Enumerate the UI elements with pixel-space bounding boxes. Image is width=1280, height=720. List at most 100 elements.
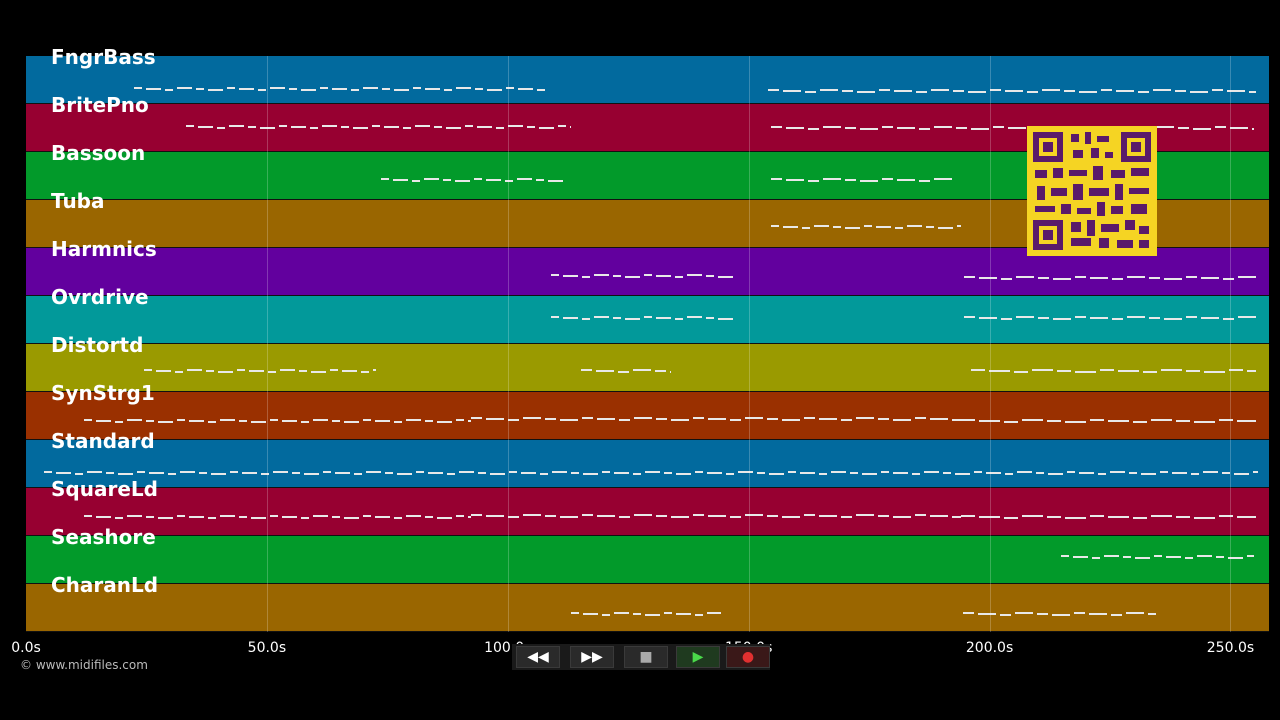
copyright-text: © www.midifiles.com [20,658,148,672]
play-button[interactable]: ▶ [676,646,720,668]
midi-note [1126,612,1144,614]
midi-note [518,88,533,90]
midi-note [1237,516,1256,518]
midi-note [633,613,641,615]
midi-note [208,517,216,519]
midi-note [597,515,615,517]
midi-note [1185,557,1193,559]
midi-note [341,126,349,128]
midi-note [134,87,142,89]
midi-note [990,89,1001,91]
midi-note [767,515,778,517]
record-button[interactable]: ● [726,646,770,668]
midi-note [552,471,567,473]
midi-note [1065,421,1086,423]
midi-note [1148,613,1156,615]
midi-note [382,88,390,90]
midi-note [619,419,630,421]
midi-note [437,517,452,519]
midi-note [671,516,689,518]
midi-note [456,515,464,517]
midi-note [354,473,362,475]
midi-note [919,180,930,182]
midi-note [406,419,421,421]
midi-note [75,473,83,475]
midi-note [823,178,841,180]
midi-note [465,125,473,127]
midi-note [477,126,492,128]
midi-note [571,472,579,474]
midi-note [614,612,629,614]
midi-note [156,370,171,372]
midi-note [313,515,328,517]
midi-note [1133,421,1147,423]
midi-note [1047,420,1061,422]
midi-note [486,179,501,181]
midi-note [415,125,430,127]
track-row-squareld: SquareLd [26,477,1269,536]
midi-note [434,126,442,128]
midi-note [594,274,609,276]
midi-note [289,88,297,90]
midi-note [862,473,877,475]
midi-note [1230,127,1248,129]
midi-note [964,316,975,318]
midi-note [856,417,874,419]
midi-note [1004,421,1018,423]
midi-note [381,178,389,180]
midi-note [260,127,275,129]
midi-note [1249,91,1256,93]
midi-note [199,472,207,474]
midi-note [220,419,235,421]
midi-note [802,227,810,229]
stop-button[interactable]: ■ [624,646,668,668]
midi-note [478,472,486,474]
midi-note [1064,90,1075,92]
midi-note [919,128,930,130]
midi-note [893,516,911,518]
midi-note [413,87,421,89]
midi-note [211,473,226,475]
stop-icon: ■ [639,649,653,665]
midi-note [1017,471,1032,473]
midi-note [915,417,926,419]
midi-note [1112,318,1123,320]
midi-note [320,87,328,89]
midi-note [474,178,482,180]
midi-note [372,125,380,127]
midi-note [675,276,683,278]
midi-note [782,516,800,518]
fast-forward-button[interactable]: ▶▶ [570,646,614,668]
midi-note [523,514,541,516]
midi-note [1166,556,1181,558]
midi-note [769,473,784,475]
track-row-synstrg1: SynStrg1 [26,381,1269,440]
midi-note [206,370,214,372]
midi-note [613,317,621,319]
midi-note [1197,555,1212,557]
midi-note [1229,369,1243,371]
rewind-button[interactable]: ◀◀ [516,646,560,668]
midi-note [1016,316,1034,318]
midi-note [560,419,578,421]
midi-note [613,275,621,277]
track-label: Tuba [51,189,105,213]
midi-note [786,179,804,181]
midi-note [1000,614,1011,616]
midi-note [1001,278,1012,280]
midi-note [323,471,331,473]
track-label: Standard [51,429,155,453]
midi-note [625,276,640,278]
midi-note [968,91,986,93]
midi-note [560,516,578,518]
midi-note [989,370,1010,372]
midi-note [664,472,672,474]
midi-note [819,473,827,475]
midi-note [301,89,316,91]
midi-note [425,88,440,90]
midi-note [833,226,841,228]
midi-note [808,128,819,130]
midi-note [745,417,763,419]
midi-note [384,126,399,128]
midi-note [915,514,926,516]
